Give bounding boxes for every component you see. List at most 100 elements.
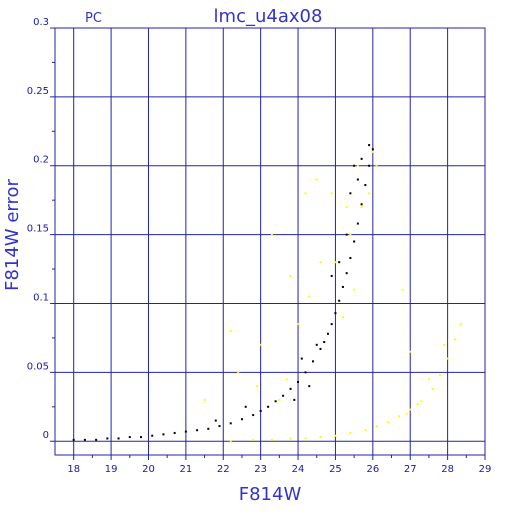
yellow-data-point bbox=[356, 164, 359, 167]
x-tick-label: 25 bbox=[329, 464, 342, 475]
black-data-point bbox=[300, 357, 303, 360]
yellow-data-point bbox=[349, 233, 352, 236]
y-tick-label: 0.3 bbox=[33, 17, 49, 28]
black-data-point bbox=[162, 433, 165, 436]
black-data-point bbox=[293, 398, 296, 401]
black-data-point bbox=[83, 438, 86, 441]
yellow-data-point bbox=[289, 437, 292, 440]
yellow-data-point bbox=[364, 429, 367, 432]
yellow-data-point bbox=[330, 192, 333, 195]
black-data-point bbox=[368, 164, 371, 167]
black-data-point bbox=[326, 332, 329, 335]
x-tick-label: 26 bbox=[366, 464, 379, 475]
yellow-data-point bbox=[334, 434, 337, 437]
x-tick-label: 22 bbox=[217, 464, 230, 475]
black-data-point bbox=[184, 430, 187, 433]
black-data-point bbox=[259, 409, 262, 412]
black-data-point bbox=[218, 425, 221, 428]
black-data-point bbox=[72, 438, 75, 441]
yellow-data-point bbox=[341, 316, 344, 319]
black-data-point bbox=[252, 414, 255, 417]
black-data-point bbox=[267, 405, 270, 408]
black-data-point bbox=[360, 203, 363, 206]
x-tick-label: 23 bbox=[254, 464, 267, 475]
black-data-point bbox=[323, 341, 326, 344]
black-data-point bbox=[345, 272, 348, 275]
yellow-data-point bbox=[386, 420, 389, 423]
black-data-point bbox=[338, 299, 341, 302]
tick-labels: 18 19 20 21 22 23 24 25 26 27 28 29 0 0.05 0.1 0.15 0.2 0… bbox=[27, 17, 492, 475]
black-data-point bbox=[368, 144, 371, 147]
x-tick-label: 19 bbox=[105, 464, 118, 475]
yellow-data-point bbox=[252, 438, 255, 441]
black-data-point bbox=[282, 394, 285, 397]
black-data-point bbox=[353, 164, 356, 167]
black-data-point bbox=[173, 431, 176, 434]
yellow-data-point bbox=[427, 378, 430, 381]
black-data-point bbox=[128, 436, 131, 439]
black-data-point bbox=[274, 400, 277, 403]
black-data-point bbox=[244, 405, 247, 408]
yellow-data-point bbox=[454, 338, 457, 341]
yellow-data-point bbox=[289, 274, 292, 277]
yellow-data-point bbox=[259, 343, 262, 346]
yellow-data-point bbox=[297, 323, 300, 326]
black-data-point bbox=[356, 178, 359, 181]
yellow-data-point bbox=[442, 343, 445, 346]
x-tick-label: 24 bbox=[292, 464, 305, 475]
yellow-data-point bbox=[319, 261, 322, 264]
yellow-data-point bbox=[371, 150, 374, 153]
yellow-data-point bbox=[229, 330, 232, 333]
black-data-point bbox=[289, 387, 292, 390]
x-tick-label: 29 bbox=[479, 464, 492, 475]
x-tick-label: 20 bbox=[142, 464, 155, 475]
black-data-point bbox=[356, 222, 359, 225]
black-data-point bbox=[207, 427, 210, 430]
yellow-data-point bbox=[398, 415, 400, 418]
black-data-point bbox=[371, 148, 374, 151]
black-data-point bbox=[315, 343, 318, 346]
black-data-point bbox=[345, 233, 348, 236]
black-data-point bbox=[349, 192, 352, 195]
yellow-data-point bbox=[349, 431, 352, 434]
black-data-point bbox=[308, 385, 311, 388]
y-tick-label: 0.05 bbox=[27, 361, 49, 372]
black-data-point bbox=[312, 360, 314, 363]
yellow-data-point bbox=[319, 436, 322, 439]
black-data-point bbox=[106, 437, 109, 440]
yellow-data-point bbox=[409, 350, 412, 353]
corner-label: PC bbox=[85, 11, 102, 26]
yellow-data-point bbox=[334, 261, 337, 264]
black-data-point bbox=[95, 438, 98, 441]
x-tick-label: 21 bbox=[180, 464, 193, 475]
black-data-point bbox=[353, 240, 356, 243]
yellow-data-point bbox=[304, 192, 307, 195]
y-tick-label: 0 bbox=[43, 430, 49, 441]
yellow-data-point bbox=[439, 374, 442, 377]
chart-title: lmc_u4ax08 bbox=[214, 6, 323, 27]
black-data-point bbox=[140, 436, 142, 439]
black-data-point bbox=[360, 157, 363, 160]
yellow-data-point bbox=[278, 398, 281, 401]
y-tick-label: 0.2 bbox=[33, 155, 49, 166]
yellow-data-point bbox=[401, 288, 404, 291]
yellow-data-point bbox=[420, 400, 423, 403]
yellow-data-point bbox=[237, 371, 240, 374]
black-data-point bbox=[338, 261, 341, 264]
black-data-point bbox=[196, 429, 199, 432]
black-data-point bbox=[151, 434, 154, 437]
y-axis-label: F814W error bbox=[2, 179, 23, 291]
yellow-data-point bbox=[353, 288, 356, 291]
x-axis-label: F814W bbox=[239, 484, 302, 505]
y-tick-label: 0.1 bbox=[33, 292, 49, 303]
y-tick-label: 0.15 bbox=[27, 224, 49, 235]
yellow-data-point bbox=[409, 408, 412, 411]
yellow-data-point bbox=[304, 437, 307, 440]
black-data-point bbox=[297, 380, 300, 383]
x-tick-label: 18 bbox=[67, 464, 80, 475]
black-data-point bbox=[117, 437, 120, 440]
yellow-data-point bbox=[416, 403, 419, 406]
yellow-data-point bbox=[360, 206, 363, 209]
